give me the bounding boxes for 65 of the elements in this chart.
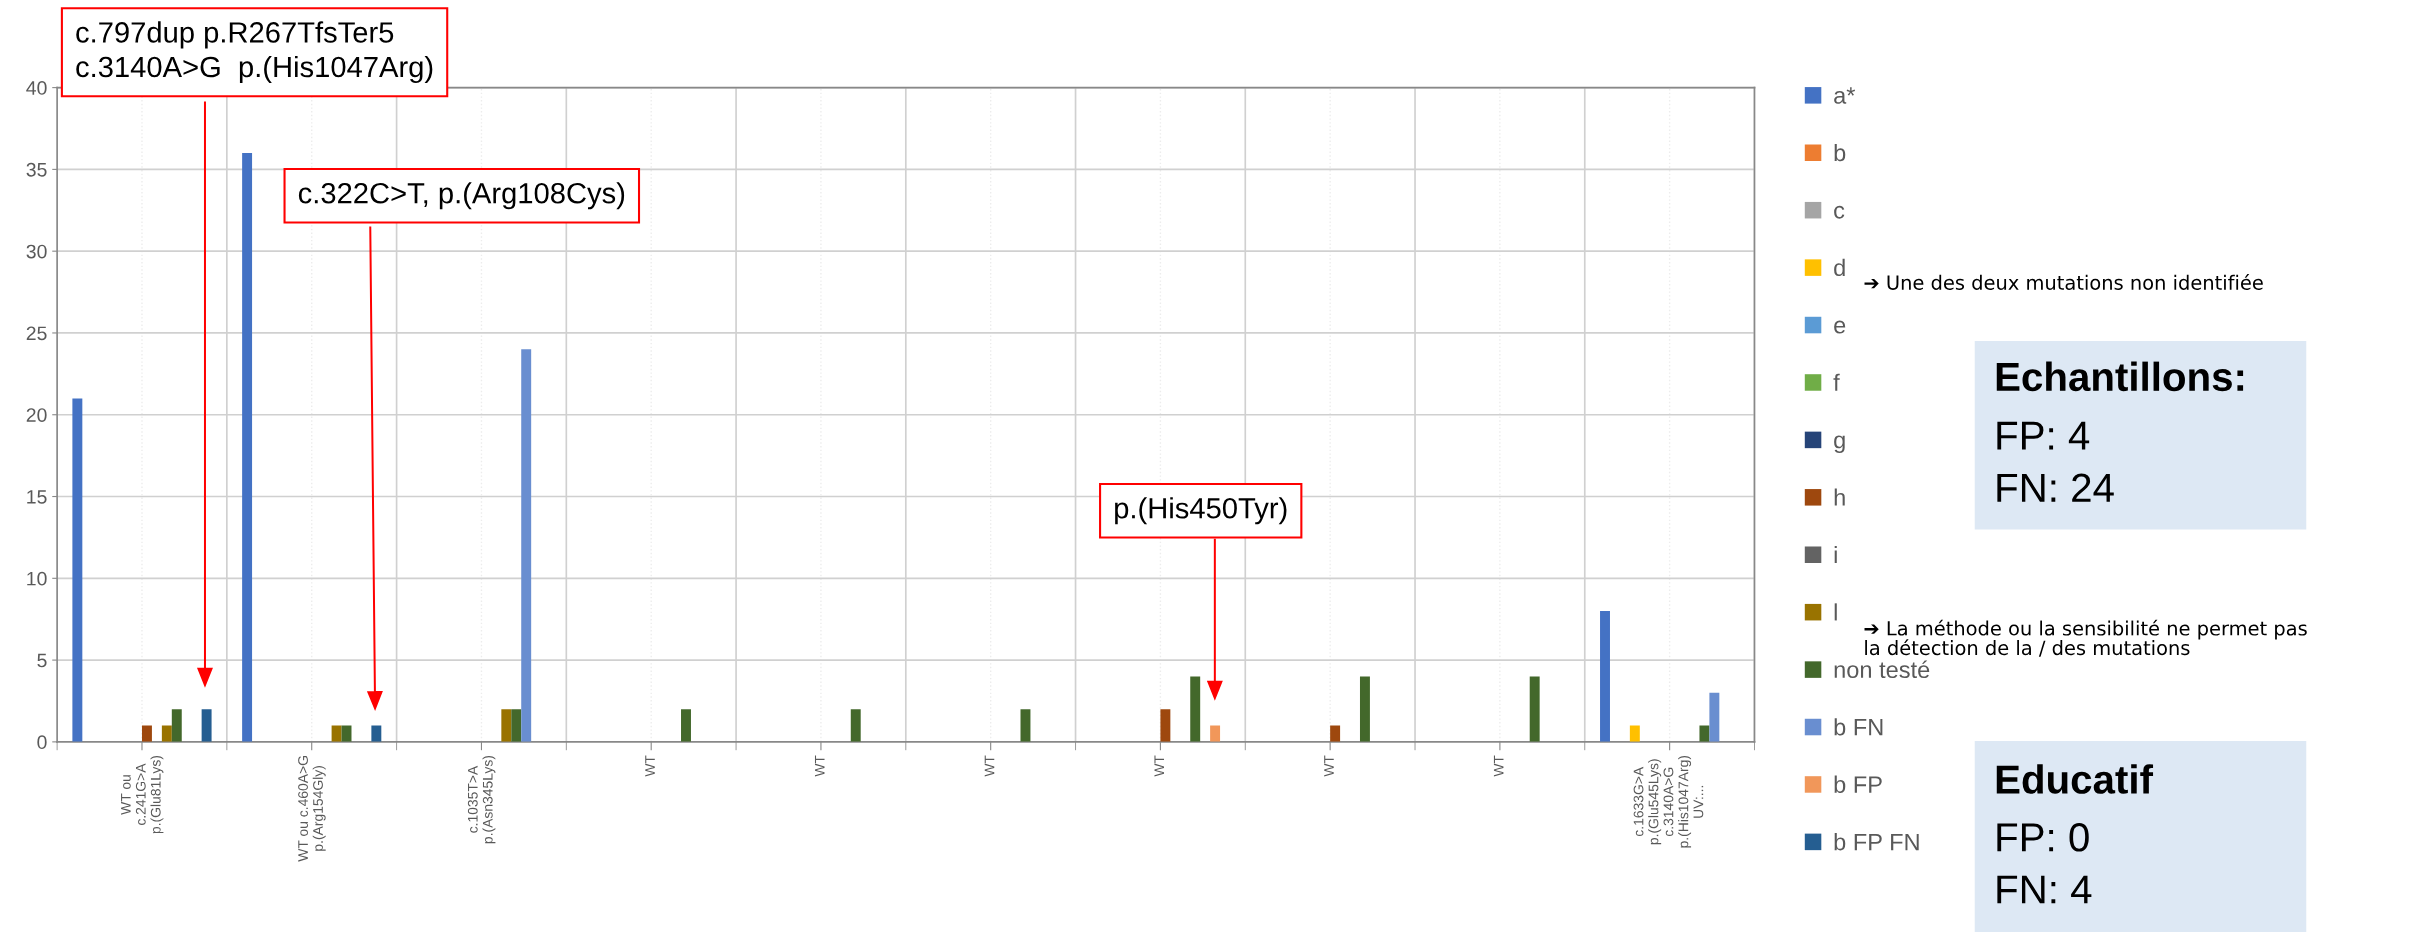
bar — [511, 709, 522, 742]
text: ➔ La méthode ou la sensibilité ne permet pas la détection de la / des mutations — [1864, 619, 2307, 657]
y-tick-label: 35 — [26, 162, 47, 177]
bar — [521, 349, 532, 742]
annotation: c.322C>T, p.(Arg108Cys) — [298, 182, 625, 210]
legend-label: g — [1834, 435, 1845, 454]
legend-label: a* — [1834, 87, 1856, 104]
bar — [1529, 676, 1540, 742]
legend-label: i — [1834, 545, 1837, 564]
legend-label: f — [1833, 373, 1840, 391]
bar — [1160, 709, 1171, 742]
bar — [161, 725, 172, 742]
text: ➔ Une des deux mutations non identifiée — [1864, 274, 2263, 290]
bar — [501, 709, 512, 742]
x-tick-label: c.1035T>A p.(Asn345Lys) — [467, 755, 496, 844]
legend-label: l — [1834, 603, 1837, 621]
x-tick-label: WT — [984, 755, 995, 777]
x-tick-label: WT — [1493, 755, 1504, 777]
x-tick-label: WT — [1324, 755, 1334, 777]
bar — [331, 725, 342, 742]
bar — [371, 725, 382, 742]
legend-label: b FN — [1834, 718, 1883, 736]
bar — [1709, 692, 1720, 742]
y-tick-label: 25 — [26, 326, 47, 341]
text: FP: 0 FN: 4 — [1997, 823, 2092, 904]
bar — [1210, 725, 1221, 742]
bar — [72, 398, 83, 742]
legend-label: e — [1834, 320, 1846, 334]
bar — [1600, 611, 1610, 742]
text: Echantillons: — [1996, 361, 2244, 392]
x-tick-label: c.1633G>A p.(Glu545Lys) c.3140A>G p.(His1047Arg) UV:... — [1633, 755, 1704, 848]
bar — [1359, 676, 1370, 742]
x-tick-label: WT — [814, 755, 825, 777]
y-tick-label: 40 — [26, 81, 47, 95]
x-tick-label: WT ou c.241G>A p.(Glu81Lys) — [121, 755, 164, 834]
x-tick-label: WT — [645, 755, 655, 777]
y-tick-label: 5 — [37, 653, 47, 668]
bar — [171, 709, 182, 742]
legend-label: b — [1834, 143, 1846, 162]
text: FP: 4 FN: 24 — [1997, 421, 2114, 502]
bar — [850, 709, 861, 742]
legend-label: b FP FN — [1834, 833, 1919, 851]
x-tick-label: WT — [1154, 755, 1165, 777]
legend-label: d — [1834, 258, 1845, 277]
y-tick-label: 15 — [27, 490, 47, 504]
y-tick-label: 0 — [37, 735, 47, 750]
bar — [1330, 725, 1341, 742]
bar — [141, 725, 152, 742]
x-tick-label: WT ou c.460A>G p.(Arg154Gly) — [298, 756, 326, 862]
y-tick-label: 30 — [26, 244, 47, 259]
bar — [242, 153, 253, 742]
legend-label: c — [1834, 205, 1845, 219]
legend-label: non testé — [1834, 660, 1930, 679]
annotation: p.(His450Tyr) — [1115, 497, 1287, 525]
bar — [201, 709, 212, 742]
y-tick-label: 20 — [26, 408, 47, 422]
legend-label: h — [1834, 488, 1845, 506]
text: c.797dup p.R267TfsTer5 c.3140A>G p.(His1047Arg) — [76, 21, 433, 84]
legend-label: b FP — [1834, 775, 1882, 793]
bar — [681, 709, 691, 742]
bar — [1629, 725, 1640, 742]
text: Educatif — [1996, 764, 2154, 794]
bar — [1699, 725, 1710, 742]
bar — [1190, 676, 1201, 742]
y-tick-label: 10 — [27, 571, 47, 586]
